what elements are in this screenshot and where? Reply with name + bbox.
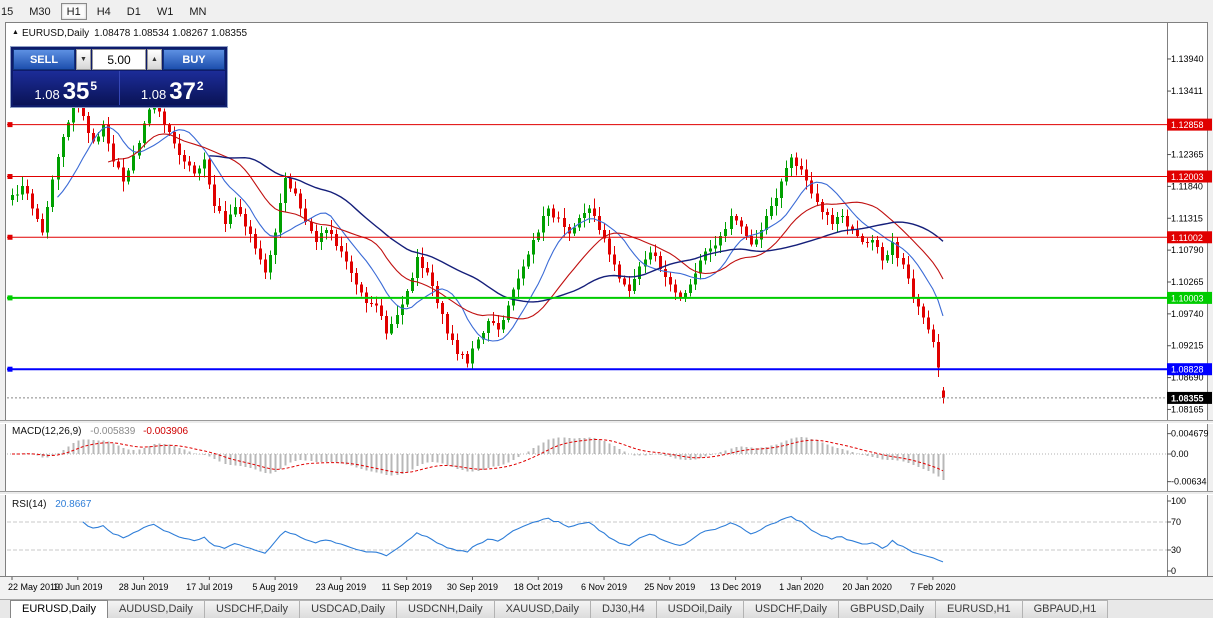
buy-price-base: 1.08 <box>140 87 167 102</box>
svg-text:25 Nov 2019: 25 Nov 2019 <box>644 582 695 592</box>
svg-text:20 Jan 2020: 20 Jan 2020 <box>842 582 892 592</box>
tf-button-w1[interactable]: W1 <box>156 5 174 18</box>
tf-button-h1[interactable]: H1 <box>60 2 87 20</box>
svg-text:22 May 2019: 22 May 2019 <box>8 582 60 592</box>
svg-text:13 Dec 2019: 13 Dec 2019 <box>710 582 761 592</box>
hline-handle[interactable] <box>7 122 13 128</box>
tab-gbpaud-h1[interactable]: GBPAUD,H1 <box>1021 600 1109 618</box>
buy-price-big: 37 <box>169 78 196 105</box>
tab-usdoil-daily[interactable]: USDOil,Daily <box>655 600 744 618</box>
tab-usdchf-daily-2[interactable]: USDCHF,Daily <box>742 600 840 618</box>
tab-eurusd-daily[interactable]: EURUSD,Daily <box>10 600 108 618</box>
svg-text:30: 30 <box>1171 545 1181 555</box>
svg-text:11 Sep 2019: 11 Sep 2019 <box>381 582 431 592</box>
svg-text:70: 70 <box>1171 517 1181 527</box>
tab-usdchf-daily[interactable]: USDCHF,Daily <box>203 600 301 618</box>
volume-decrease-button[interactable]: ▼ <box>76 49 91 70</box>
svg-text:-0.00634: -0.00634 <box>1171 477 1207 487</box>
macd-signal-value: -0.003906 <box>143 426 189 437</box>
tf-button-m30[interactable]: M30 <box>29 5 51 18</box>
tf-button-h4[interactable]: H4 <box>96 5 111 18</box>
svg-text:7 Feb 2020: 7 Feb 2020 <box>910 582 956 592</box>
rsi-panel-canvas[interactable]: 100 70 30 0 <box>0 495 1213 576</box>
svg-text:28 Jun 2019: 28 Jun 2019 <box>119 582 169 592</box>
svg-text:1.12858: 1.12858 <box>1171 120 1204 130</box>
chart-tabbar: EURUSD,Daily AUDUSD,Daily USDCHF,Daily U… <box>0 599 1213 618</box>
macd-panel-canvas[interactable]: 0.004679 0.00 -0.00634 <box>0 424 1213 491</box>
tab-usdcnh-daily[interactable]: USDCNH,Daily <box>396 600 495 618</box>
rsi-header: RSI(14) 20.8667 <box>12 499 91 510</box>
svg-text:1.10265: 1.10265 <box>1171 277 1204 287</box>
chart-window: 1.139401.134111.128821.123651.118401.113… <box>0 22 1213 599</box>
symbol-ohlc-header: ▲ EURUSD,Daily 1.08478 1.08534 1.08267 1.0… <box>12 28 247 39</box>
svg-text:1.11840: 1.11840 <box>1171 181 1203 191</box>
sell-price-big: 35 <box>62 78 90 105</box>
hline-handle[interactable] <box>7 366 13 372</box>
panel-splitter-rsi[interactable] <box>0 491 1213 495</box>
svg-text:6 Nov 2019: 6 Nov 2019 <box>581 582 627 592</box>
svg-text:1.10790: 1.10790 <box>1171 245 1204 255</box>
svg-text:1.12003: 1.12003 <box>1171 172 1204 182</box>
sell-price-display[interactable]: 1.08 35 5 <box>13 71 119 105</box>
svg-text:1.08690: 1.08690 <box>1171 373 1204 383</box>
buy-price-display[interactable]: 1.08 37 2 <box>118 71 226 105</box>
tab-xauusd-daily[interactable]: XAUUSD,Daily <box>493 600 591 618</box>
ohlc-values: 1.08478 1.08534 1.08267 1.08355 <box>94 28 248 39</box>
svg-text:1.12365: 1.12365 <box>1171 150 1204 160</box>
svg-text:23 Aug 2019: 23 Aug 2019 <box>316 582 367 592</box>
timeframe-toolbar: 15 M30 H1 H4 D1 W1 MN <box>0 0 1213 22</box>
tab-gbpusd-daily[interactable]: GBPUSD,Daily <box>838 600 937 618</box>
svg-text:0: 0 <box>1171 566 1176 576</box>
svg-text:0.00: 0.00 <box>1171 449 1189 459</box>
svg-text:0.004679: 0.004679 <box>1171 429 1209 439</box>
svg-text:1.09740: 1.09740 <box>1171 309 1204 319</box>
panel-splitter-macd[interactable] <box>0 420 1213 424</box>
hline-handle[interactable] <box>7 234 13 240</box>
buy-button[interactable]: BUY <box>163 49 225 70</box>
rsi-label: RSI(14) <box>12 499 47 510</box>
svg-text:1.10003: 1.10003 <box>1171 293 1204 303</box>
svg-text:100: 100 <box>1171 496 1186 506</box>
tab-audusd-daily[interactable]: AUDUSD,Daily <box>106 600 205 618</box>
tab-usdcad-daily[interactable]: USDCAD,Daily <box>299 600 398 618</box>
one-click-trading-panel: SELL ▼ ▲ BUY 1.08 35 5 1.08 37 2 <box>10 46 228 108</box>
svg-text:10 Jun 2019: 10 Jun 2019 <box>53 582 103 592</box>
tf-button-m15[interactable]: 15 <box>1 5 14 18</box>
volume-input[interactable] <box>92 49 146 70</box>
svg-text:30 Sep 2019: 30 Sep 2019 <box>447 582 498 592</box>
svg-text:18 Oct 2019: 18 Oct 2019 <box>514 582 563 592</box>
rsi-value: 20.8667 <box>55 499 92 510</box>
tab-eurusd-h1[interactable]: EURUSD,H1 <box>935 600 1023 618</box>
volume-increase-button[interactable]: ▲ <box>147 49 162 70</box>
sell-button[interactable]: SELL <box>13 49 75 70</box>
svg-text:1.11002: 1.11002 <box>1171 233 1203 243</box>
svg-text:1.08165: 1.08165 <box>1171 404 1204 414</box>
macd-label: MACD(12,26,9) <box>12 426 82 437</box>
hline-handle[interactable] <box>7 295 13 301</box>
svg-text:5 Aug 2019: 5 Aug 2019 <box>252 582 298 592</box>
svg-text:1 Jan 2020: 1 Jan 2020 <box>779 582 824 592</box>
svg-text:1.13411: 1.13411 <box>1171 86 1203 96</box>
svg-text:1.08355: 1.08355 <box>1171 393 1204 403</box>
macd-header: MACD(12,26,9) -0.005839 -0.003906 <box>12 426 188 437</box>
sell-price-sup: 5 <box>90 79 98 93</box>
svg-text:17 Jul 2019: 17 Jul 2019 <box>186 582 233 592</box>
svg-text:1.13940: 1.13940 <box>1171 54 1204 64</box>
symbol-title: EURUSD,Daily <box>21 28 90 39</box>
svg-text:1.11315: 1.11315 <box>1171 213 1203 223</box>
ohlc-marker-icon: ▲ <box>12 29 19 36</box>
buy-price-sup: 2 <box>196 79 204 93</box>
sell-price-base: 1.08 <box>34 87 60 102</box>
macd-main-value: -0.005839 <box>90 426 136 437</box>
hline-handle[interactable] <box>7 174 13 180</box>
svg-text:1.08828: 1.08828 <box>1171 365 1204 375</box>
svg-text:1.09215: 1.09215 <box>1171 341 1204 351</box>
tf-button-mn[interactable]: MN <box>189 5 207 18</box>
tf-button-d1[interactable]: D1 <box>126 5 141 18</box>
tab-dj30-h4[interactable]: DJ30,H4 <box>589 600 657 618</box>
